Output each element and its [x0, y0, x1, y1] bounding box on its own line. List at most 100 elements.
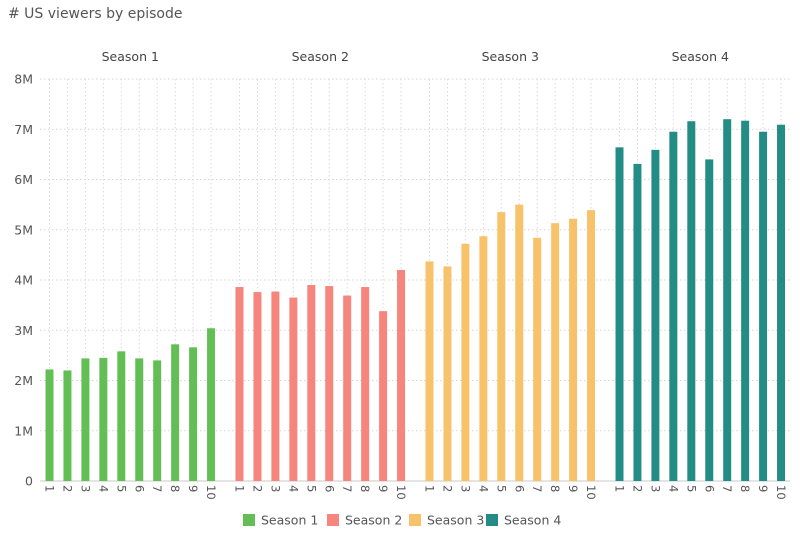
- legend-label: Season 3: [427, 513, 484, 528]
- bar-season-2-ep-10: [397, 269, 406, 481]
- bar-season-2-ep-7: [343, 295, 352, 481]
- bar-season-3-ep-1: [425, 261, 434, 481]
- x-tick-label: 9: [376, 485, 390, 492]
- y-axis-ticks: 0 1M 2M 3M 4M 5M 6M 7M 8M: [14, 72, 33, 489]
- bar-season-4-ep-8: [741, 120, 750, 482]
- bar-season-3-ep-2: [443, 266, 452, 481]
- panel-season-4: Season 4 1 2 3 4 5 6 7 8 9 10: [613, 49, 789, 500]
- bar-season-3-ep-4: [479, 236, 488, 481]
- legend-item-season-4[interactable]: Season 4: [486, 513, 561, 528]
- panel-season-1: Season 1 1 2 3 4 5 6 7 8 9 10: [43, 49, 219, 500]
- bar-season-1-ep-8: [171, 344, 180, 481]
- legend-item-season-3[interactable]: Season 3: [409, 513, 484, 528]
- legend-swatch: [327, 514, 339, 526]
- x-tick-label: 8: [738, 485, 752, 492]
- bar-season-3-ep-5: [497, 212, 506, 481]
- bar-season-3-ep-3: [461, 243, 470, 481]
- bar-season-4-ep-6: [705, 159, 714, 481]
- bar-season-3-ep-8: [551, 223, 560, 481]
- legend-item-season-2[interactable]: Season 2: [327, 513, 402, 528]
- bar-season-1-ep-9: [189, 347, 198, 481]
- y-tick-label: 7M: [14, 122, 33, 137]
- x-tick-label: 6: [512, 485, 526, 492]
- bar-season-4-ep-10: [777, 124, 786, 481]
- x-tick-label: 9: [186, 485, 200, 492]
- x-tick-label: 7: [150, 485, 164, 492]
- bar-season-2-ep-9: [379, 311, 388, 481]
- bar-season-3-ep-6: [515, 204, 524, 481]
- bar-season-4-ep-5: [687, 121, 696, 482]
- bar-season-3-ep-9: [569, 218, 578, 481]
- x-tick-label: 4: [286, 485, 300, 492]
- bar-season-2-ep-6: [325, 286, 334, 481]
- x-tick-label: 6: [132, 485, 146, 492]
- x-tick-label: 3: [458, 485, 472, 492]
- bar-season-1-ep-6: [135, 358, 144, 481]
- legend-label: Season 1: [261, 513, 318, 528]
- bar-season-1-ep-4: [99, 357, 108, 481]
- bar-season-3-ep-7: [533, 237, 542, 481]
- bar-season-1-ep-10: [207, 328, 216, 481]
- x-tick-label: 1: [43, 485, 57, 492]
- bar-season-4-ep-2: [633, 163, 642, 482]
- x-tick-label: 1: [613, 485, 627, 492]
- x-tick-label: 7: [530, 485, 544, 492]
- panel-season-3: Season 3 1 2 3 4 5 6 7 8 9 10: [423, 49, 599, 500]
- y-tick-label: 1M: [14, 423, 33, 438]
- x-tick-label: 2: [630, 485, 644, 492]
- x-tick-label: 10: [774, 485, 788, 500]
- bar-season-1-ep-7: [153, 360, 162, 481]
- legend-swatch: [486, 514, 498, 526]
- bar-season-4-ep-4: [669, 131, 678, 481]
- y-tick-label: 0: [25, 474, 33, 489]
- bar-season-2-ep-8: [361, 287, 370, 481]
- bar-season-4-ep-9: [759, 131, 768, 481]
- y-tick-label: 2M: [14, 373, 33, 388]
- legend: Season 1 Season 2 Season 3 Season 4: [243, 513, 561, 528]
- x-tick-label: 5: [114, 485, 128, 492]
- x-tick-label: 3: [648, 485, 662, 492]
- x-tick-label: 6: [322, 485, 336, 492]
- y-tick-label: 4M: [14, 273, 33, 288]
- x-tick-label: 1: [423, 485, 437, 492]
- chart-title: # US viewers by episode: [8, 6, 183, 22]
- bar-season-2-ep-2: [253, 292, 262, 481]
- gridlines: [40, 78, 790, 482]
- y-tick-label: 3M: [14, 323, 33, 338]
- x-tick-label: 6: [702, 485, 716, 492]
- legend-label: Season 2: [345, 513, 402, 528]
- x-tick-label: 5: [494, 485, 508, 492]
- bar-season-1-ep-5: [117, 351, 126, 481]
- panel-title: Season 3: [482, 49, 539, 64]
- bar-season-1-ep-1: [45, 369, 54, 481]
- y-tick-label: 5M: [14, 222, 33, 237]
- legend-item-season-1[interactable]: Season 1: [243, 513, 318, 528]
- legend-label: Season 4: [504, 513, 561, 528]
- bar-season-2-ep-4: [289, 297, 298, 481]
- x-tick-label: 8: [168, 485, 182, 492]
- x-tick-label: 10: [584, 485, 598, 500]
- bar-season-2-ep-5: [307, 285, 316, 481]
- panel-title: Season 1: [102, 49, 159, 64]
- x-tick-label: 2: [440, 485, 454, 492]
- legend-swatch: [409, 514, 421, 526]
- bar-season-4-ep-7: [723, 119, 732, 481]
- bar-season-1-ep-3: [81, 358, 90, 481]
- x-tick-label: 5: [304, 485, 318, 492]
- bar-season-2-ep-3: [271, 291, 280, 481]
- legend-swatch: [243, 514, 255, 526]
- x-tick-label: 4: [666, 485, 680, 492]
- y-tick-label: 8M: [14, 72, 33, 87]
- bar-season-4-ep-3: [651, 149, 660, 482]
- x-tick-label: 10: [394, 485, 408, 500]
- x-tick-label: 7: [340, 485, 354, 492]
- bar-season-3-ep-10: [587, 210, 596, 481]
- y-tick-label: 6M: [14, 172, 33, 187]
- x-tick-label: 8: [358, 485, 372, 492]
- x-tick-label: 9: [566, 485, 580, 492]
- x-tick-label: 7: [720, 485, 734, 492]
- x-tick-label: 3: [268, 485, 282, 492]
- x-tick-label: 2: [250, 485, 264, 492]
